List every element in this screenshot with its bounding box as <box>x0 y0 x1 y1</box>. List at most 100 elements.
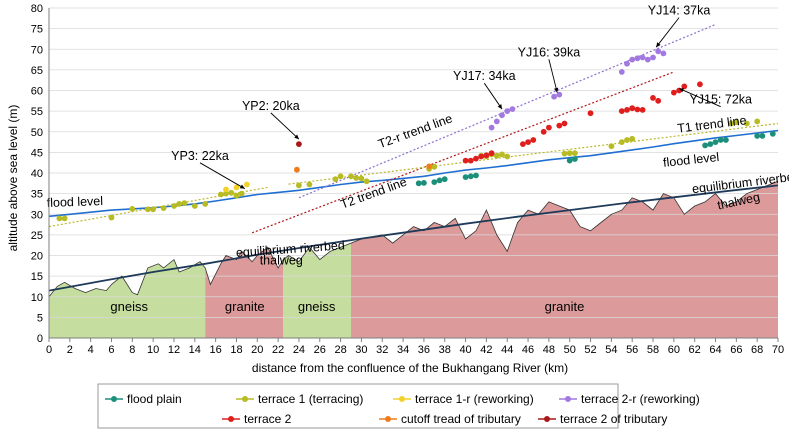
annotation-arrow <box>270 112 300 140</box>
point-terrace1 <box>561 150 568 157</box>
legend-label: terrace 2 of tributary <box>560 412 667 426</box>
annotation-arrowhead <box>679 88 685 93</box>
x-tick-label: 16 <box>210 344 222 356</box>
legend-swatch-marker <box>111 396 117 402</box>
point-terrace1 <box>129 206 136 212</box>
geology-label: granite <box>225 299 265 314</box>
x-tick-label: 64 <box>709 344 721 356</box>
point-terrace1 <box>499 151 505 158</box>
y-tick-label: 65 <box>31 65 43 77</box>
point-flood_plain <box>723 137 729 143</box>
point-terrace1 <box>150 206 157 213</box>
point-flood_plain <box>702 142 708 149</box>
x-tick-label: 22 <box>272 344 284 356</box>
profile-lines <box>48 129 779 298</box>
trend-line-terrace2 <box>251 71 675 234</box>
point-flood_plain <box>415 180 422 187</box>
point-flood_plain <box>421 180 427 186</box>
y-tick-label: 50 <box>31 127 43 139</box>
legend: flood plain terrace 1 (terracing) terrace … <box>97 383 700 429</box>
age-annotation: YP3: 22ka <box>171 149 229 163</box>
x-axis-label: distance from the confluence of the Bukh… <box>252 361 568 375</box>
y-tick-label: 45 <box>31 147 43 159</box>
point-terrace1 <box>56 215 63 222</box>
point-terrace2 <box>540 128 547 135</box>
x-tick-label: 52 <box>584 344 596 356</box>
point-terrace2r <box>493 118 500 125</box>
point-flood_plain <box>712 139 719 146</box>
x-tick-label: 34 <box>397 344 409 356</box>
point-cutoff <box>426 163 432 170</box>
line-label: thalweg <box>260 254 303 268</box>
x-tick-label: 8 <box>129 344 135 356</box>
age-annotation: YP2: 20ka <box>242 99 300 113</box>
point-terrace1 <box>348 173 354 180</box>
age-annotation: YJ15: 72ka <box>689 93 752 107</box>
x-tick-label: 38 <box>439 344 451 356</box>
point-terrace1 <box>629 135 636 142</box>
point-terrace2 <box>634 106 641 113</box>
point-terrace2 <box>639 107 646 113</box>
x-tick-label: 66 <box>730 344 742 356</box>
point-terrace2r <box>634 55 641 62</box>
point-terrace2 <box>681 83 688 90</box>
point-terrace1 <box>504 153 511 160</box>
point-terrace1 <box>337 173 344 180</box>
point-terrace1 <box>306 181 313 188</box>
y-tick-label: 75 <box>31 24 43 36</box>
x-tick-label: 44 <box>501 344 513 356</box>
legend-swatch-marker <box>385 416 391 422</box>
x-tick-label: 48 <box>543 344 555 356</box>
x-tick-label: 14 <box>189 344 201 356</box>
line-label: flood level <box>662 150 719 170</box>
geology-fill-layer: gneiss granite gneiss granite <box>49 181 778 338</box>
annotation-arrowhead <box>554 87 559 93</box>
flood-level-line <box>48 129 779 218</box>
age-annotation: YJ14: 37ka <box>648 4 711 18</box>
legend-swatch-marker <box>228 416 234 422</box>
point-terrace1r <box>233 184 240 191</box>
point-terrace2r <box>655 48 662 55</box>
line-label: T2 trend line <box>339 175 409 212</box>
y-tick-label: 80 <box>31 3 43 15</box>
annotation-arrowhead <box>294 134 299 140</box>
y-tick-label: 70 <box>31 44 43 56</box>
x-tick-label: 28 <box>334 344 346 356</box>
point-terrace1 <box>624 137 630 143</box>
point-terrace2 <box>587 110 594 117</box>
legend-label: terrace 2-r (reworking) <box>581 392 700 406</box>
x-tick-label: 4 <box>88 344 94 356</box>
point-terrace1 <box>191 203 198 209</box>
point-terrace1 <box>618 139 625 146</box>
point-flood_plain <box>441 176 448 183</box>
x-tick-label: 30 <box>355 344 367 356</box>
point-terrace2 <box>561 120 568 127</box>
y-tick-label: 55 <box>31 106 43 118</box>
annotation-arrowhead <box>497 104 503 110</box>
x-tick-label: 58 <box>647 344 659 356</box>
point-terrace1 <box>733 119 740 126</box>
equilibrium-riverbed-line <box>48 184 779 292</box>
point-terrace2 <box>546 124 552 131</box>
x-tick-label: 54 <box>605 344 617 356</box>
point-terrace2r <box>556 91 563 98</box>
legend-label: terrace 2 <box>244 412 292 426</box>
x-tick-label: 56 <box>626 344 638 356</box>
x-tick-label: 46 <box>522 344 534 356</box>
point-terrace1 <box>431 163 438 170</box>
point-terrace1 <box>493 152 500 159</box>
y-axis-label: altitude above sea level (m) <box>6 105 20 252</box>
point-terrace1 <box>728 120 734 127</box>
point-terrace2r <box>618 69 625 75</box>
y-tick-label: 60 <box>31 86 43 98</box>
x-tick-label: 10 <box>147 344 159 356</box>
point-terrace2r <box>499 112 505 119</box>
annotation-arrowhead <box>239 184 245 189</box>
point-terrace2 <box>525 139 531 146</box>
point-flood_plain <box>759 133 766 139</box>
point-terrace1 <box>233 192 240 199</box>
point-flood_plain <box>462 174 469 181</box>
geology-label: gneiss <box>298 299 336 314</box>
point-terrace2r <box>629 56 636 63</box>
